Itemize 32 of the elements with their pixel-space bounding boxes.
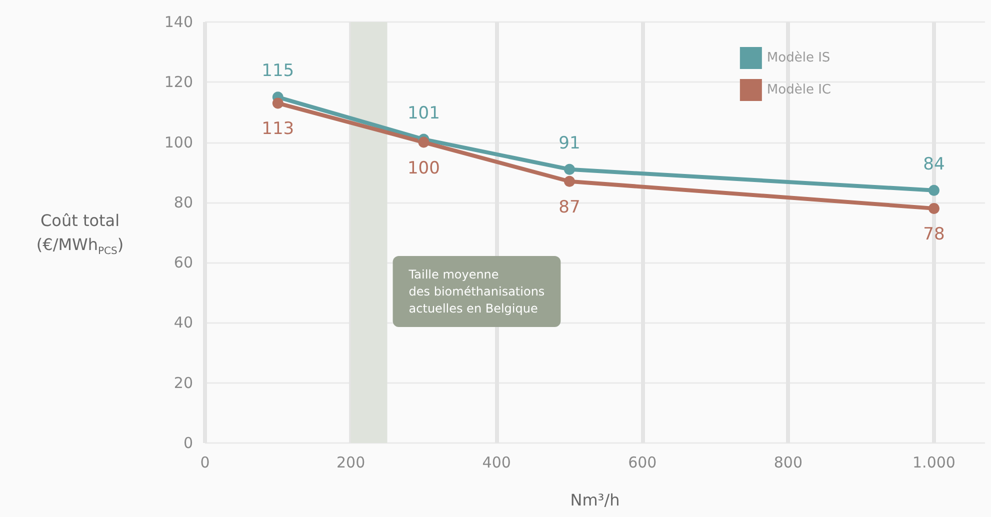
- data-label: 87: [558, 197, 580, 218]
- point: [564, 176, 575, 187]
- y-tick-label: 80: [174, 193, 193, 212]
- y-tick-label: 0: [183, 434, 193, 452]
- y-tick-label: 20: [174, 374, 193, 392]
- x-axis-title: Nm³/h: [570, 490, 620, 510]
- y-tick-label: 120: [164, 73, 193, 92]
- y-tick-label: 100: [164, 133, 193, 152]
- data-label: 115: [262, 61, 294, 82]
- legend-label: Modèle IS: [766, 50, 830, 66]
- y-tick-label: 40: [174, 314, 193, 332]
- x-tick-label: 0: [200, 454, 210, 472]
- x-tick-label: 800: [774, 454, 802, 472]
- y-tick-label: 60: [174, 254, 193, 272]
- point: [564, 164, 575, 175]
- y-tick-label: 140: [164, 13, 193, 31]
- legend-label: Modèle IC: [766, 82, 832, 98]
- data-label: 100: [407, 158, 440, 178]
- x-tick-label: 600: [628, 454, 657, 472]
- x-tick-label: 1.000: [912, 454, 956, 472]
- point: [928, 184, 940, 196]
- data-label: 113: [262, 119, 294, 140]
- x-tick-label: 200: [336, 454, 366, 472]
- data-label: 78: [923, 224, 945, 244]
- point: [272, 98, 284, 109]
- point: [928, 202, 940, 214]
- point: [418, 136, 430, 148]
- band-label: Taille moyenne des biométhanisations actuelles en Belgique: [408, 268, 545, 316]
- data-label: 91: [558, 133, 580, 154]
- data-label: 84: [923, 154, 945, 174]
- x-tick-label: 400: [482, 454, 511, 472]
- data-label: 101: [407, 103, 440, 124]
